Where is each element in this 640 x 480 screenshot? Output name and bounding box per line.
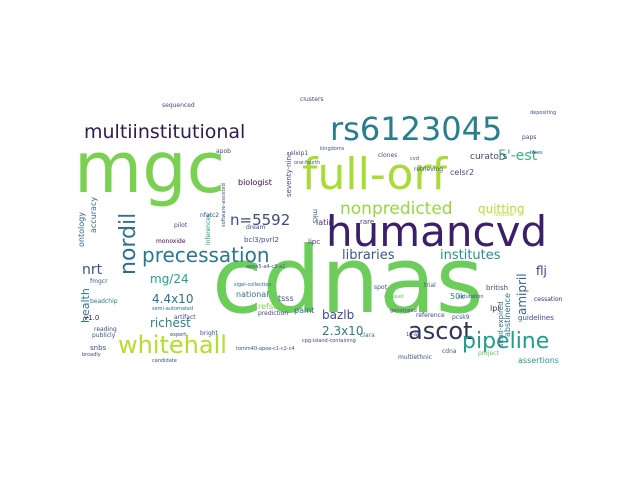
word: 4.4x10 (152, 292, 194, 306)
word: clara (360, 332, 375, 339)
word: humancvd (326, 207, 548, 256)
word: cpg-island-containing (302, 338, 356, 344)
word-cloud: mgc cdnas full-orf humancvd rs6123045 mu… (78, 97, 562, 363)
word: national (236, 290, 269, 299)
word: sigel-collection (234, 282, 272, 288)
word: curators (470, 152, 508, 162)
word: monoxide (156, 238, 186, 245)
word: quitting (478, 202, 525, 216)
word: amipril (515, 273, 529, 315)
word: guidelines (518, 314, 554, 322)
word: latin (316, 218, 334, 227)
word: clones (378, 152, 398, 159)
word: depositing (530, 110, 557, 116)
word: 50k (450, 292, 465, 301)
word: apob (216, 148, 231, 155)
word: retrieving (414, 166, 444, 173)
word: flj (536, 264, 547, 278)
word: mks (311, 209, 319, 224)
word: clusters (300, 97, 324, 103)
word: pilot (174, 222, 188, 229)
word: saturation (458, 294, 484, 300)
word: paint (294, 306, 315, 315)
word: reference (416, 312, 445, 319)
word: nicotine (494, 212, 514, 218)
word: spot (374, 284, 387, 291)
word: ascot (408, 317, 473, 345)
word: rare (360, 218, 375, 226)
word: paps (522, 134, 537, 141)
word: full-orf (302, 149, 448, 200)
word: dream (246, 224, 266, 231)
word: accuracy (89, 196, 98, 233)
word: bcl3/pvrl2 (244, 236, 279, 244)
word: nrt (82, 262, 103, 278)
word: lpl (490, 304, 500, 313)
word: apoa5-a4-c3-a1 (246, 264, 286, 270)
word: nonpredicted (340, 199, 453, 219)
word: british (486, 284, 509, 292)
word: mgc (78, 127, 226, 209)
word: abstinence (503, 293, 512, 337)
word: nordil (116, 212, 141, 275)
word: project (478, 350, 499, 357)
word: nfatc2 (200, 212, 220, 219)
word: genotyped (390, 308, 417, 314)
word: candidate (152, 358, 177, 364)
word: bazlb (322, 308, 355, 322)
word: prediction (258, 310, 289, 317)
word: elxip1 (290, 150, 309, 157)
word: celsr2 (450, 168, 475, 177)
word: refseq (258, 302, 284, 311)
word: tomm40-apoe-c1-c2-c4 (236, 346, 295, 352)
word: snbs (90, 344, 107, 352)
word: reading (94, 326, 117, 333)
word: send-expired (497, 301, 505, 347)
word: publicly (92, 332, 116, 339)
word: tsss (278, 294, 294, 303)
word: 5'-est (498, 148, 538, 164)
word: beadchip (90, 298, 118, 305)
word: cdnaset (384, 294, 404, 300)
word: rs6123045 (330, 110, 503, 148)
word: one-fourth (294, 160, 321, 166)
word: pcsk9 (452, 314, 470, 321)
word: fmgcr (90, 278, 108, 285)
word: sequenced (162, 102, 195, 109)
word: biologist (238, 178, 272, 187)
word: multiethnic (398, 354, 432, 361)
word: bright (200, 330, 218, 337)
word: ontology (78, 212, 86, 247)
word: seventy-nine (285, 151, 293, 197)
word: v1.0 (84, 314, 100, 322)
word: artifact (174, 314, 196, 321)
word: cdnas (212, 227, 484, 334)
word: trial (424, 282, 436, 289)
word: software-assisted (221, 183, 227, 227)
word: inferences (205, 213, 212, 245)
word: lipc (308, 238, 321, 246)
word: cvd (410, 156, 419, 162)
word: cessation (534, 296, 562, 303)
word: assertions (518, 356, 559, 364)
word: precessation (142, 243, 270, 267)
word: broadly (82, 352, 101, 358)
word: pipeline (462, 329, 550, 354)
word: kingdoms (320, 146, 345, 152)
word: n=5592 (230, 211, 291, 229)
word: 2.3x10 (322, 324, 364, 338)
word: institutes (440, 248, 501, 263)
word: libraries (342, 248, 395, 263)
word: richest (150, 316, 191, 330)
word: cdna (442, 348, 457, 355)
word: mg/24 (150, 272, 189, 286)
word: semi-automated (152, 306, 194, 312)
word: 10-ab (406, 332, 421, 338)
word: expert (170, 332, 187, 338)
word: trees (530, 150, 543, 156)
word: whitehall (118, 331, 227, 359)
word: multiinstitutional (84, 121, 246, 143)
